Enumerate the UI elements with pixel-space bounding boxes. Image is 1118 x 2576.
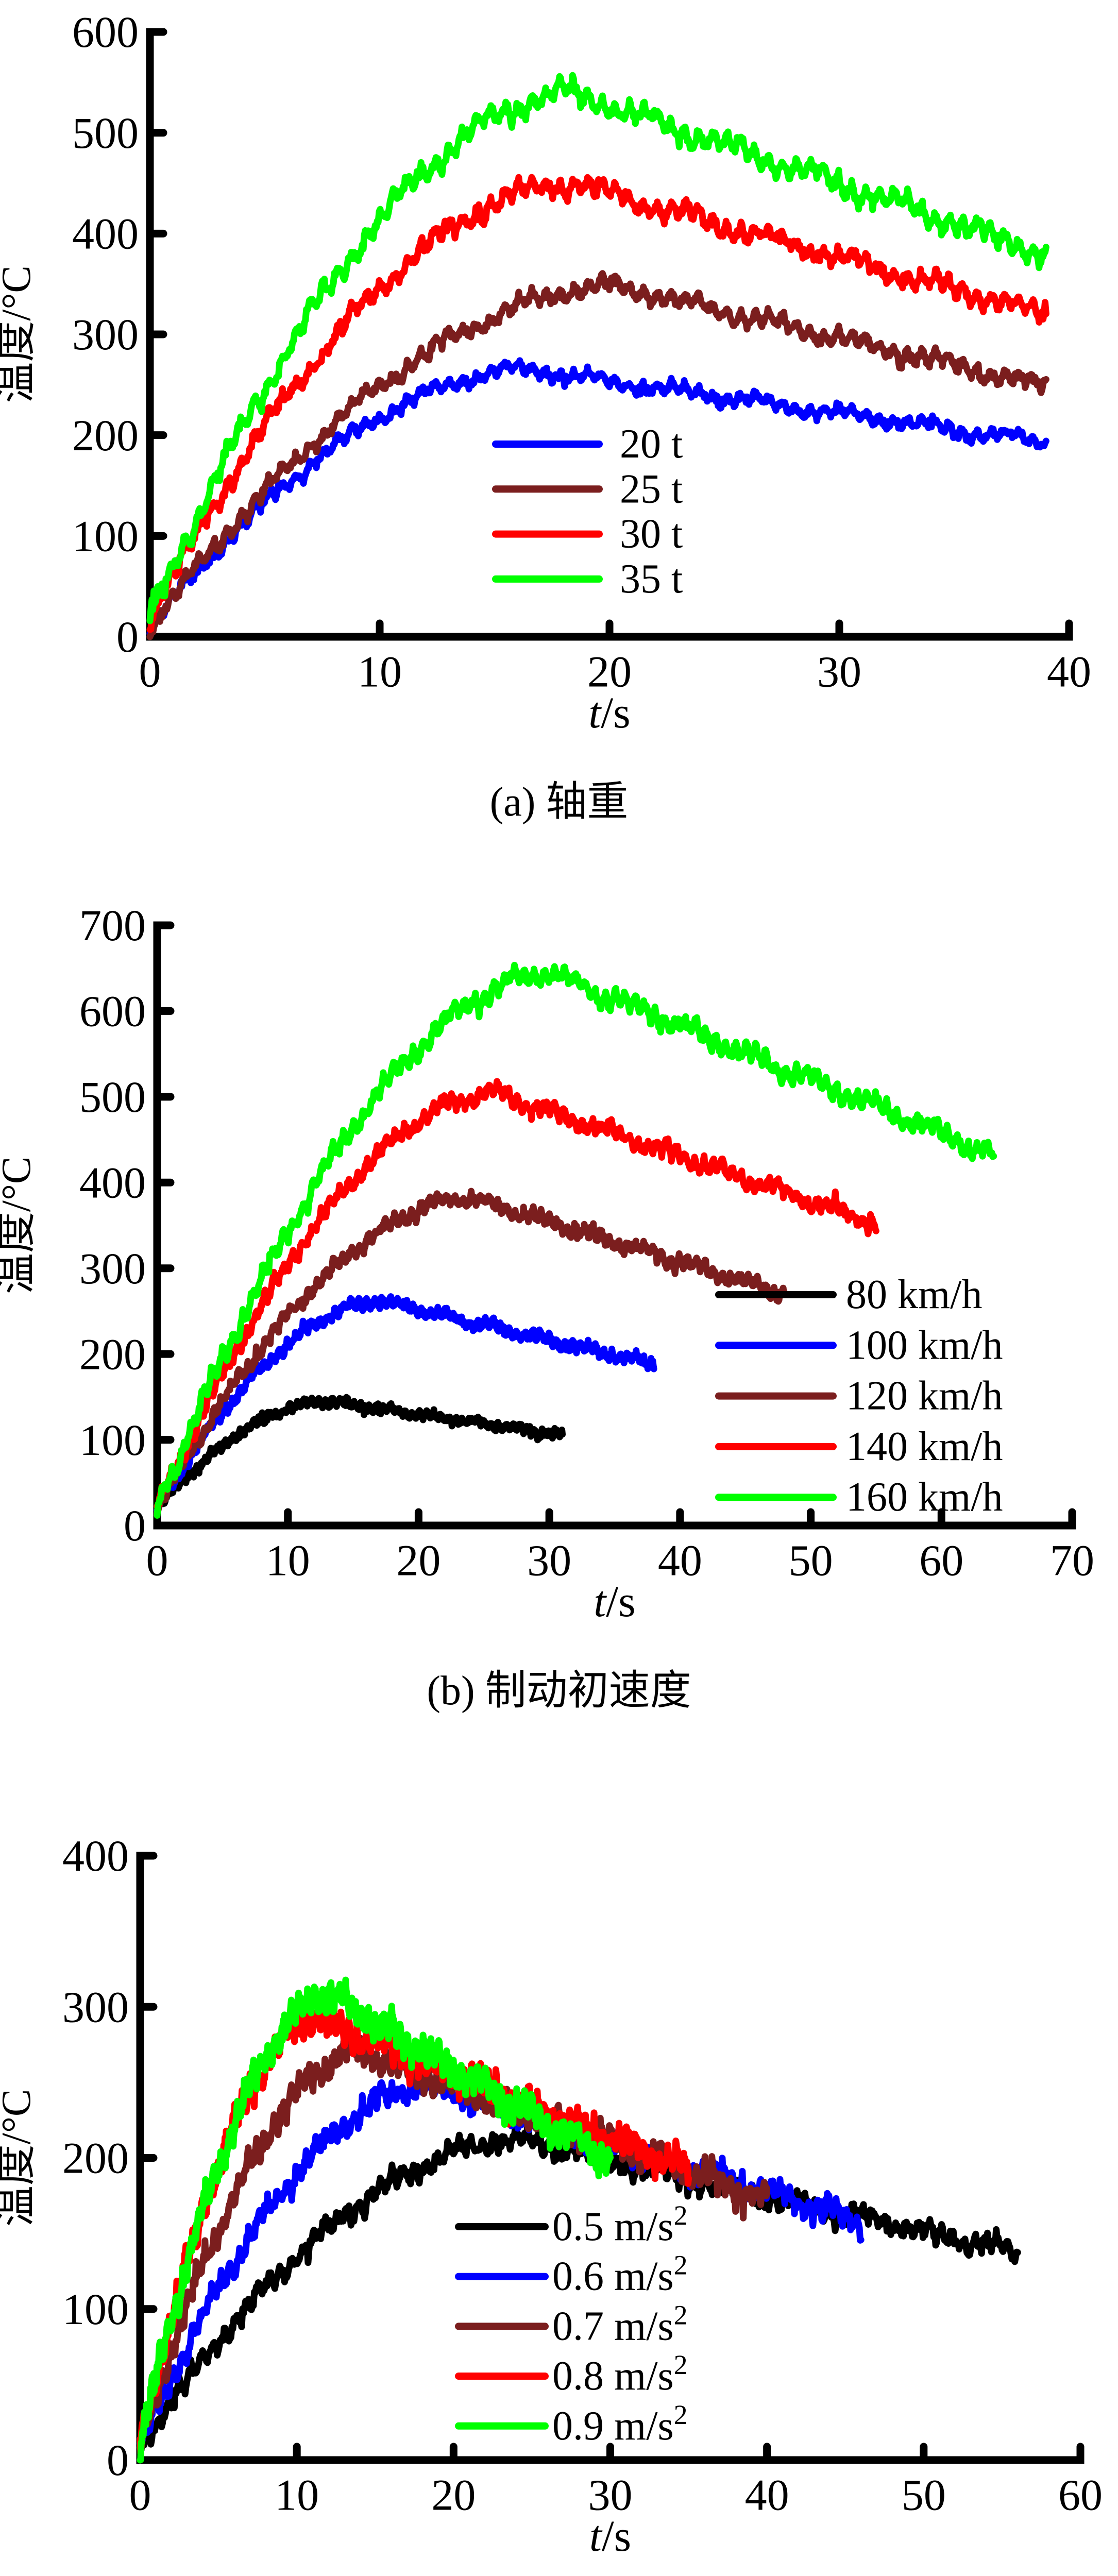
svg-text:100: 100 (79, 1415, 146, 1465)
svg-text:0.6 m/s2: 0.6 m/s2 (552, 2250, 688, 2299)
svg-text:温度/°C: 温度/°C (0, 265, 39, 403)
svg-text:30 t: 30 t (620, 512, 683, 557)
svg-text:100 km/h: 100 km/h (846, 1323, 1003, 1368)
svg-text:(a) 轴重: (a) 轴重 (490, 779, 629, 825)
svg-text:30: 30 (527, 1535, 571, 1585)
svg-text:100: 100 (72, 512, 139, 561)
svg-text:50: 50 (902, 2470, 946, 2519)
svg-text:0.7 m/s2: 0.7 m/s2 (552, 2299, 688, 2349)
svg-text:300: 300 (72, 310, 139, 359)
svg-text:t/s: t/s (594, 1577, 635, 1626)
svg-text:0: 0 (129, 2470, 151, 2519)
svg-text:60: 60 (1058, 2470, 1103, 2519)
svg-text:温度/°C: 温度/°C (0, 1157, 39, 1295)
svg-text:10: 10 (275, 2470, 319, 2519)
svg-text:600: 600 (72, 7, 139, 57)
svg-text:0.9 m/s2: 0.9 m/s2 (552, 2399, 688, 2449)
svg-text:0: 0 (116, 612, 139, 662)
svg-text:0.5 m/s2: 0.5 m/s2 (552, 2200, 688, 2249)
svg-text:(b) 制动初速度: (b) 制动初速度 (427, 1668, 691, 1714)
svg-text:0: 0 (107, 2435, 129, 2485)
svg-text:500: 500 (72, 108, 139, 158)
svg-text:25 t: 25 t (620, 466, 683, 512)
svg-text:120 km/h: 120 km/h (846, 1374, 1003, 1419)
svg-text:70: 70 (1050, 1535, 1094, 1585)
svg-text:0: 0 (139, 647, 161, 696)
svg-text:80 km/h: 80 km/h (846, 1272, 982, 1317)
svg-text:600: 600 (79, 987, 146, 1036)
svg-text:10: 10 (358, 647, 402, 696)
svg-text:0: 0 (146, 1535, 168, 1585)
svg-text:0: 0 (124, 1501, 146, 1550)
svg-text:30: 30 (817, 647, 861, 696)
svg-text:160 km/h: 160 km/h (846, 1475, 1003, 1520)
svg-text:300: 300 (79, 1244, 146, 1293)
svg-text:200: 200 (72, 411, 139, 460)
svg-text:200: 200 (79, 1329, 146, 1379)
svg-text:20: 20 (396, 1535, 441, 1585)
svg-text:500: 500 (79, 1072, 146, 1122)
svg-text:t/s: t/s (589, 2511, 631, 2561)
svg-text:300: 300 (62, 1982, 129, 2031)
svg-text:100: 100 (62, 2284, 129, 2334)
svg-text:400: 400 (72, 209, 139, 259)
svg-text:60: 60 (919, 1535, 963, 1585)
svg-text:35 t: 35 t (620, 556, 683, 602)
svg-text:0.8 m/s2: 0.8 m/s2 (552, 2349, 688, 2399)
svg-text:温度/°C: 温度/°C (0, 2089, 39, 2227)
svg-text:40: 40 (745, 2470, 789, 2519)
svg-text:700: 700 (79, 901, 146, 950)
svg-text:10: 10 (266, 1535, 310, 1585)
svg-text:400: 400 (62, 1831, 129, 1880)
svg-text:400: 400 (79, 1158, 146, 1208)
svg-text:40: 40 (1047, 647, 1091, 696)
svg-text:20: 20 (431, 2470, 476, 2519)
svg-text:140 km/h: 140 km/h (846, 1424, 1003, 1469)
svg-text:200: 200 (62, 2133, 129, 2183)
svg-text:40: 40 (658, 1535, 702, 1585)
svg-text:50: 50 (789, 1535, 833, 1585)
svg-text:t/s: t/s (588, 688, 630, 737)
svg-text:20 t: 20 t (620, 421, 683, 467)
